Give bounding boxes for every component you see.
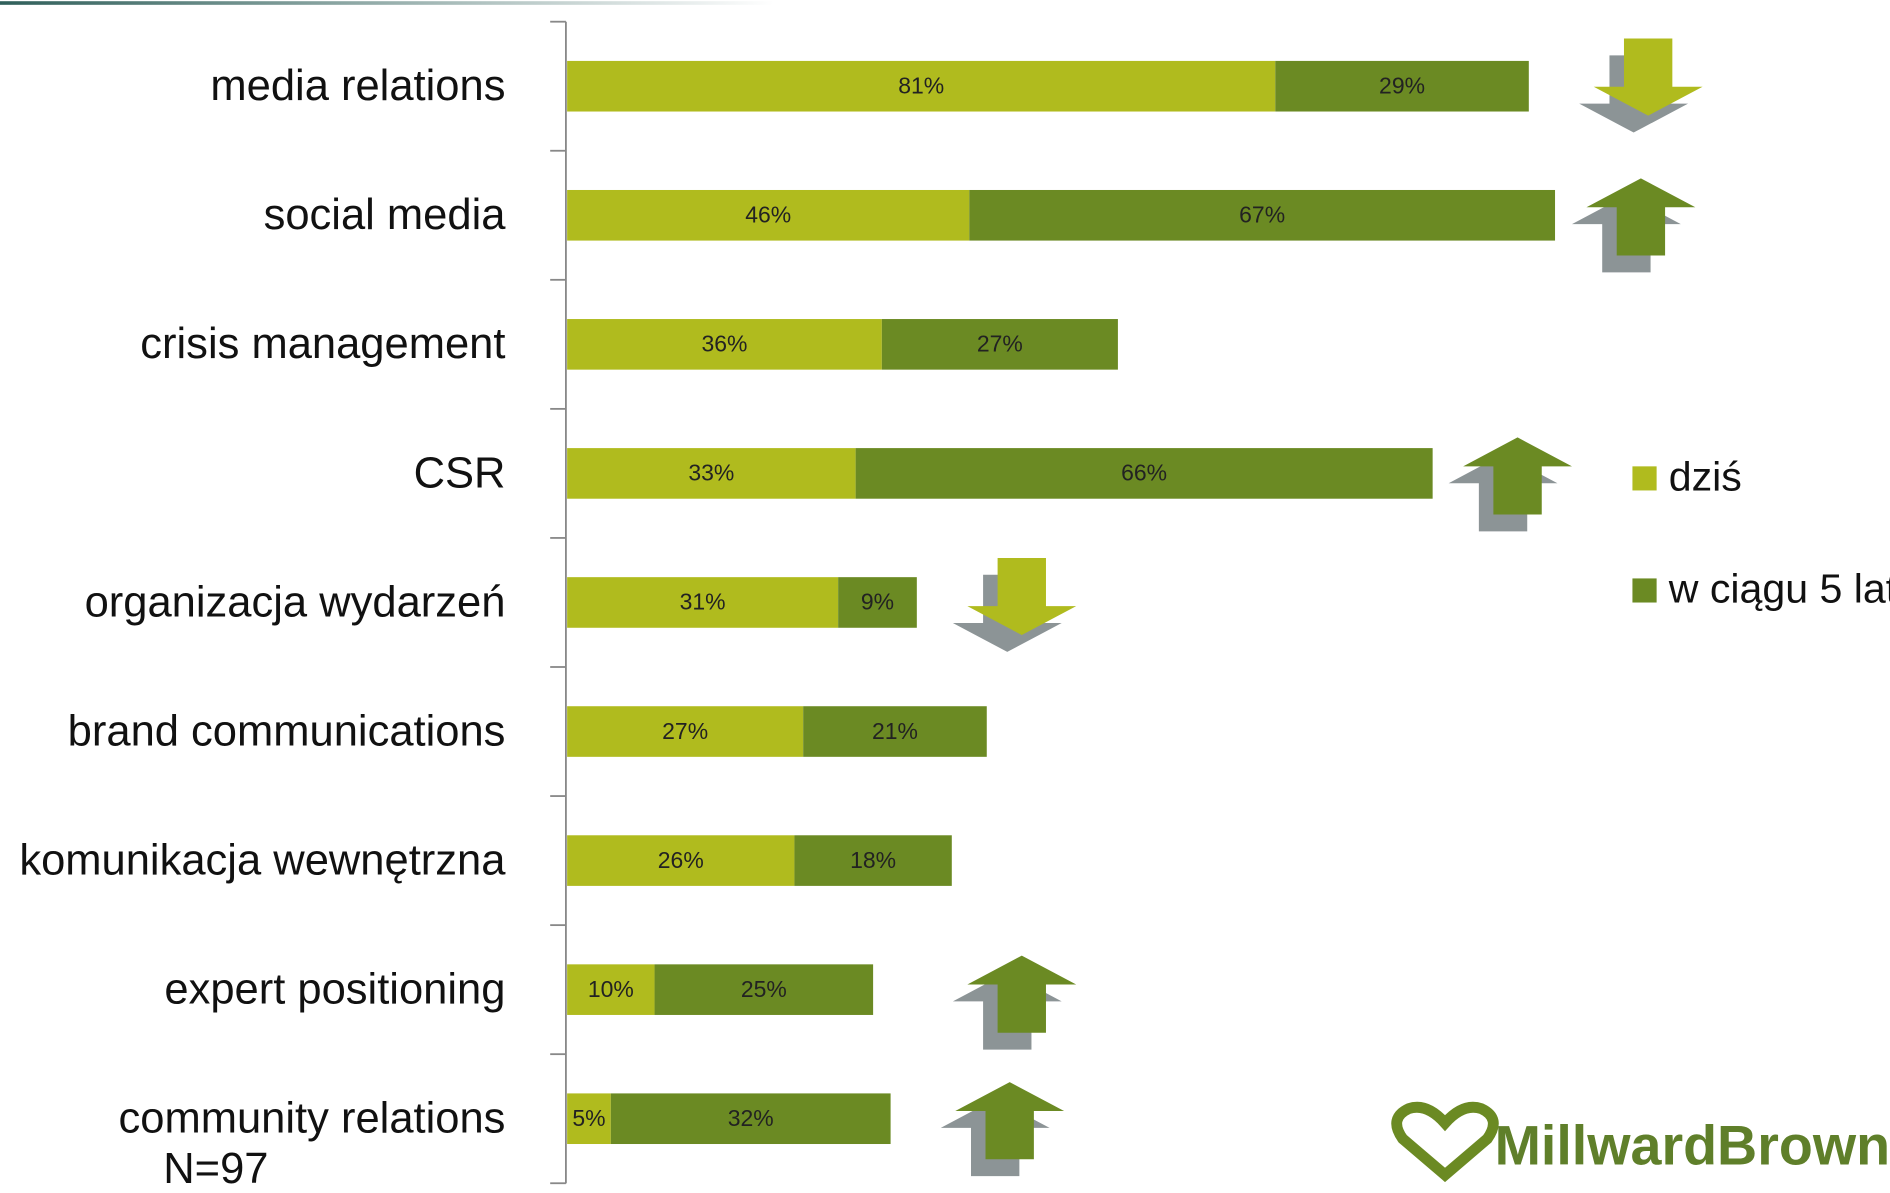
bar-segment xyxy=(567,60,1276,112)
value-label: 27% xyxy=(977,331,1023,357)
value-label: 26% xyxy=(658,847,704,873)
category-label: CSR xyxy=(414,449,506,497)
bar-segment xyxy=(838,577,917,628)
bar-segment xyxy=(881,319,1118,370)
value-label: 81% xyxy=(898,73,944,99)
category-label: brand communications xyxy=(68,707,506,755)
bar-segment xyxy=(794,835,952,886)
value-label: 21% xyxy=(872,718,918,744)
value-label: 29% xyxy=(1379,73,1425,99)
category-label: expert positioning xyxy=(164,966,505,1014)
bar-segment xyxy=(654,964,874,1015)
category-label: media relations xyxy=(210,62,505,110)
legend-label: w ciągu 5 lat xyxy=(1668,566,1890,612)
logo-icon xyxy=(1391,1101,1499,1183)
bar-segment xyxy=(803,706,987,757)
bar-segment xyxy=(610,1093,891,1145)
bar-segment xyxy=(567,189,970,241)
trend-up xyxy=(952,955,1077,1050)
legend-swatch xyxy=(1632,578,1657,603)
value-label: 10% xyxy=(588,976,634,1002)
value-label: 36% xyxy=(702,331,748,357)
value-label: 9% xyxy=(861,589,894,615)
bar-segment xyxy=(567,835,795,886)
value-label: 66% xyxy=(1121,460,1167,486)
category-label: komunikacja wewnętrzna xyxy=(19,837,506,885)
value-label: 67% xyxy=(1239,202,1285,228)
trend-down xyxy=(952,557,1077,652)
legend-swatch xyxy=(1632,466,1657,491)
legend-label: dziś xyxy=(1669,453,1742,499)
logo-text: MillwardBrown xyxy=(1495,1114,1890,1176)
value-label: 46% xyxy=(745,202,791,228)
bar-segment xyxy=(567,577,839,628)
value-label: 27% xyxy=(662,718,708,744)
value-label: 31% xyxy=(680,589,726,615)
value-label: 32% xyxy=(728,1105,774,1131)
trend-up xyxy=(1448,437,1572,532)
category-label: crisis management xyxy=(140,320,505,368)
value-label: 5% xyxy=(572,1105,605,1131)
value-label: 33% xyxy=(688,460,734,486)
value-label: 18% xyxy=(850,847,896,873)
bar-segment xyxy=(567,319,882,370)
bar-segment xyxy=(567,1093,611,1145)
category-label: organizacja wydarzeń xyxy=(85,578,506,626)
bar-segment xyxy=(567,964,655,1015)
category-label: community relations xyxy=(119,1095,506,1143)
category-label: social media xyxy=(264,191,507,239)
top-rule xyxy=(0,1,774,5)
note: N=97 xyxy=(163,1145,268,1193)
value-label: 25% xyxy=(741,976,787,1002)
trend-up xyxy=(940,1082,1065,1177)
trend-down xyxy=(1579,38,1703,133)
bar-segment xyxy=(969,189,1556,241)
bar-segment xyxy=(567,448,856,499)
logo: MillwardBrown xyxy=(1391,1101,1890,1183)
bar-segment xyxy=(567,706,804,757)
bar-segment xyxy=(1275,60,1529,112)
bar-segment xyxy=(855,448,1433,499)
trend-up xyxy=(1571,178,1696,273)
